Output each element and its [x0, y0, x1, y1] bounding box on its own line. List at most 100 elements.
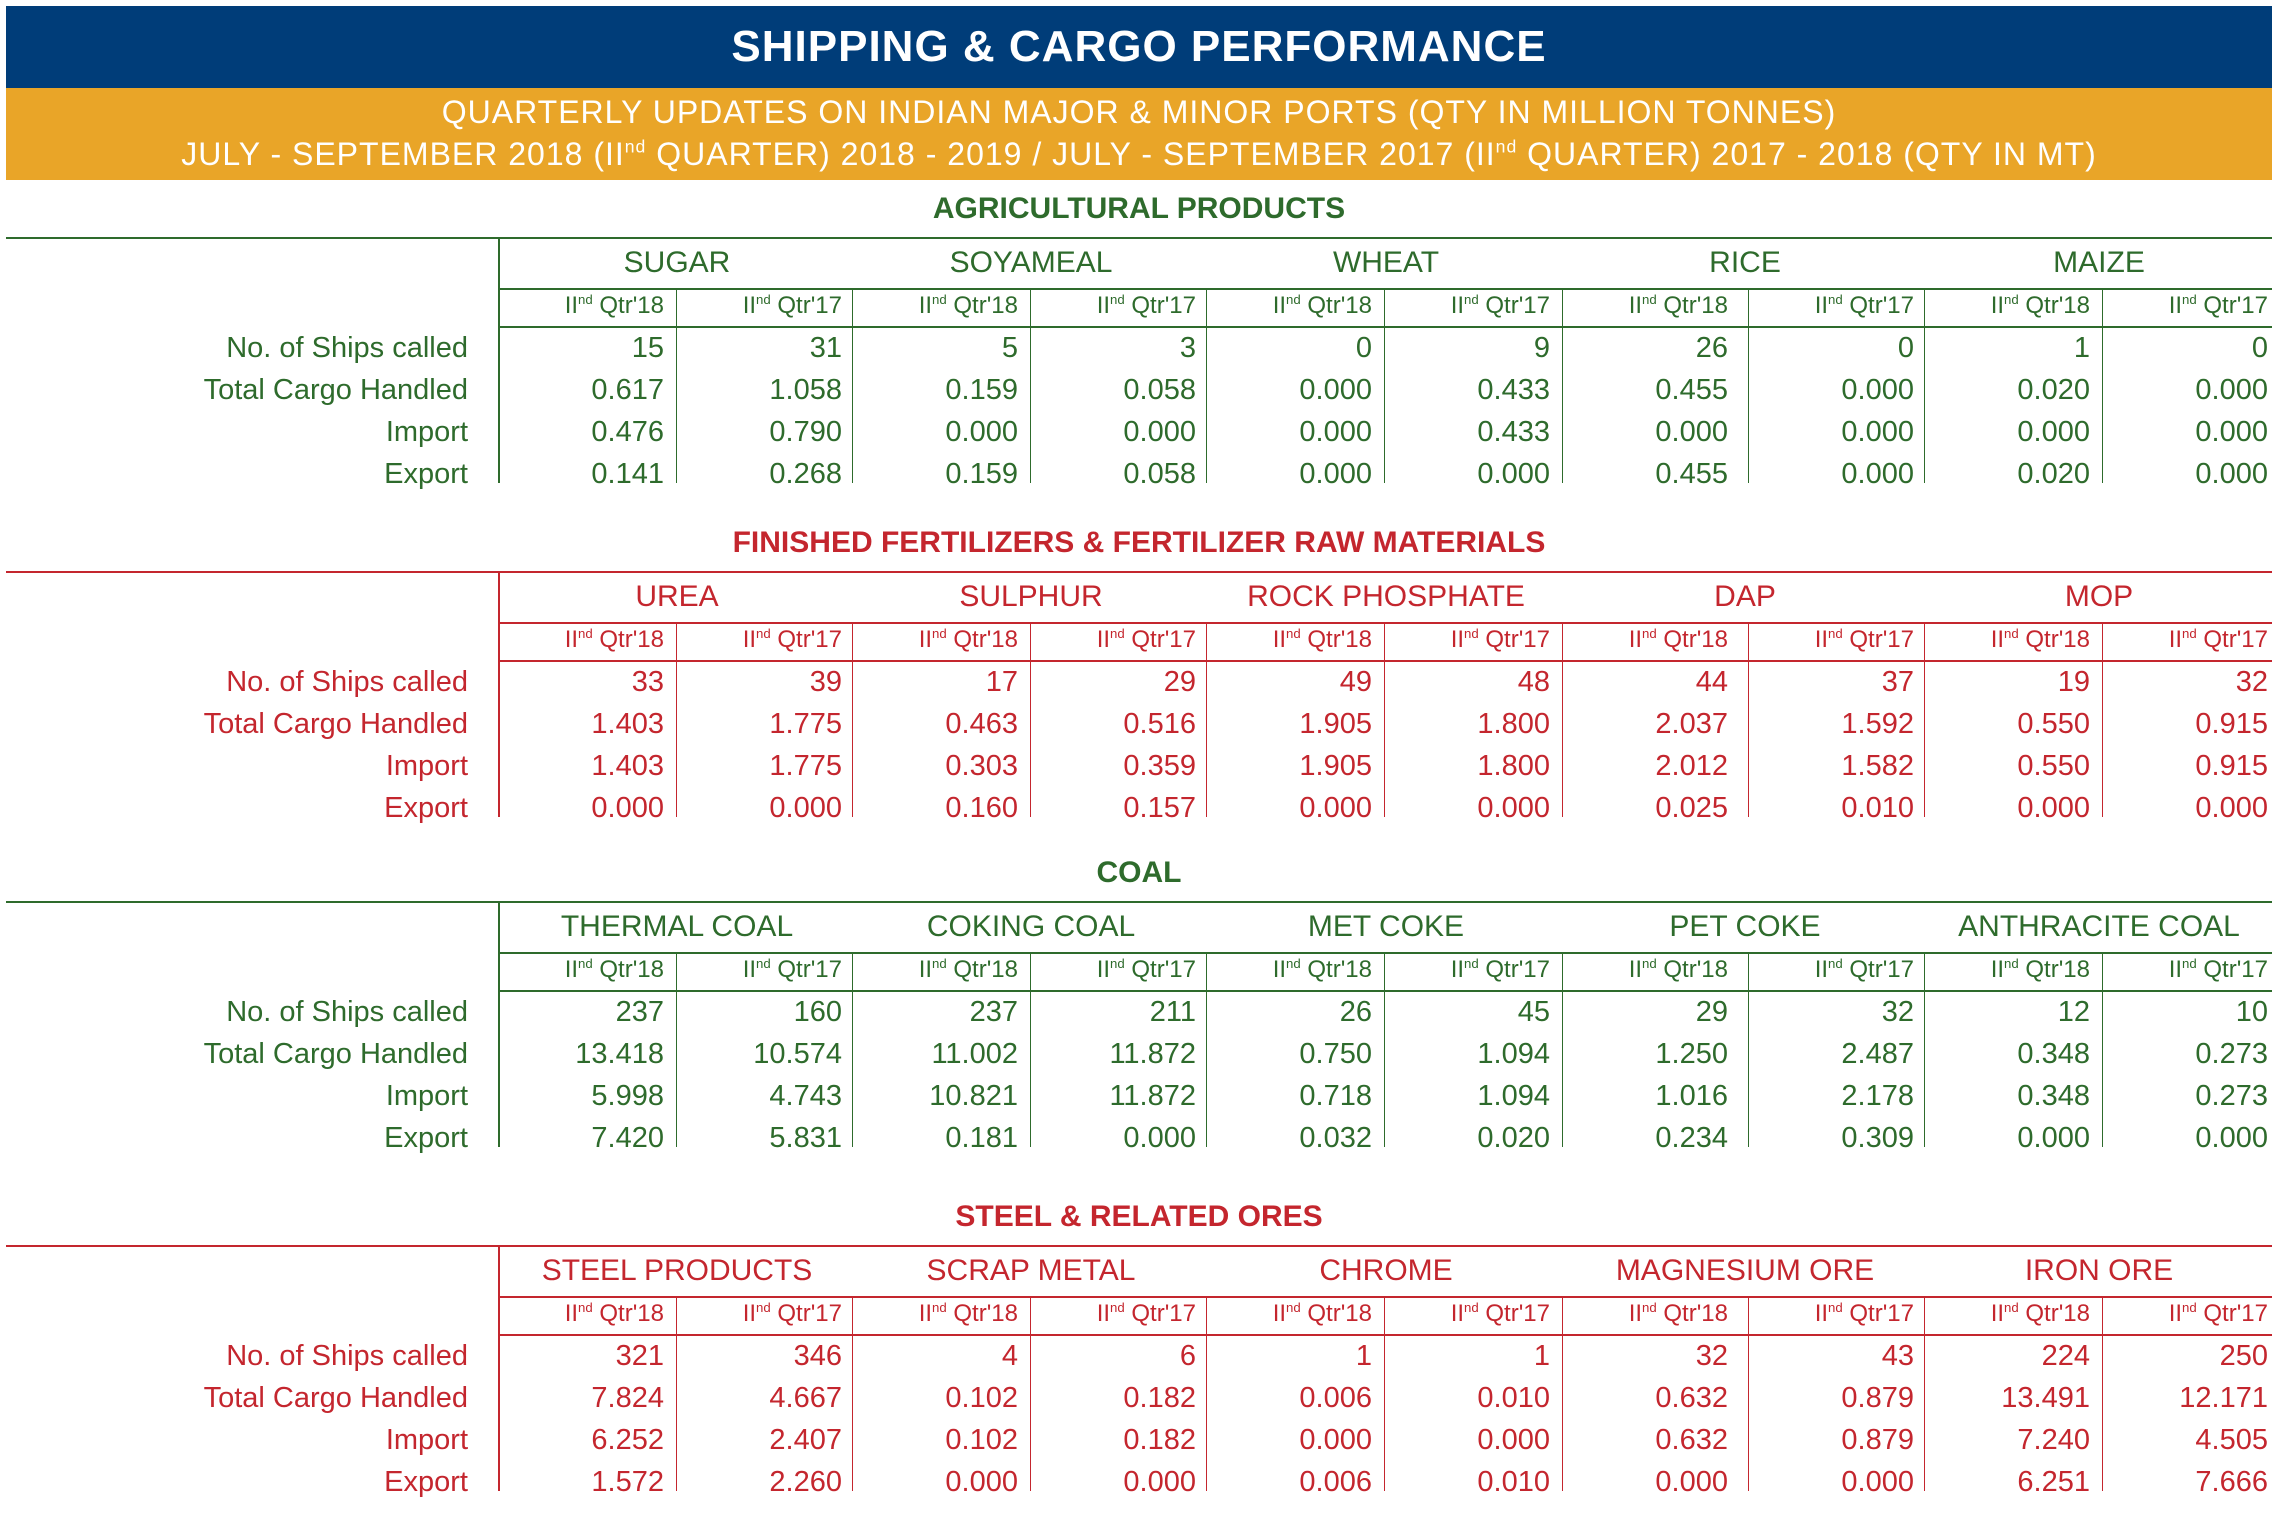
quarter-label: IInd Qtr'17 [2104, 626, 2268, 654]
category-header: SULPHUR [959, 580, 1103, 613]
quarter-sup: nd [2004, 1299, 2019, 1315]
quarter-sup: nd [578, 955, 593, 971]
quarter-label: IInd Qtr'17 [678, 956, 842, 984]
table-cell: 0.516 [1123, 708, 1196, 740]
row-label: No. of Ships called [226, 1340, 468, 1372]
table-cell: 37 [1881, 666, 1914, 698]
quarter-prefix: II [2168, 292, 2183, 319]
table-cell: 0.000 [1123, 416, 1196, 448]
section-3: STEEL & RELATED ORES STEEL PRODUCTS SCRAP … [6, 1200, 2272, 1520]
table-cell: 4 [1001, 1340, 1018, 1372]
quarter-label: IInd Qtr'17 [1032, 292, 1196, 320]
category-header: ROCK PHOSPHATE [1247, 580, 1525, 613]
table-cell: 0.000 [945, 1466, 1018, 1498]
quarter-prefix: II [1450, 292, 1465, 319]
quarter-sup: nd [1642, 291, 1657, 307]
row-label: Export [384, 1466, 468, 1498]
table-left-border [498, 1245, 500, 1491]
table-cell: 11.872 [1109, 1080, 1196, 1112]
column-separator [2102, 290, 2103, 483]
table-cell: 0.000 [1123, 1466, 1196, 1498]
table-cell: 2.487 [1841, 1038, 1914, 1070]
table-cell: 0.348 [2017, 1038, 2090, 1070]
quarter-prefix: II [742, 1300, 757, 1327]
quarter-sup: nd [1110, 625, 1125, 641]
quarter-label: IInd Qtr'18 [1926, 626, 2090, 654]
table-cell: 346 [793, 1340, 842, 1372]
table-cell: 0.000 [1299, 416, 1372, 448]
quarter-sup: nd [1286, 625, 1301, 641]
quarter-prefix: II [742, 956, 757, 983]
column-separator [1030, 290, 1031, 483]
quarter-sup: nd [1828, 955, 1843, 971]
section-0: AGRICULTURAL PRODUCTS SUGAR SOYAMEAL WHEAT R… [6, 192, 2272, 512]
table-cell: 0.455 [1655, 374, 1728, 406]
quarter-prefix: II [1272, 1300, 1287, 1327]
table-cell: 19 [2057, 666, 2090, 698]
quarter-label: IInd Qtr'17 [1386, 1300, 1550, 1328]
quarter-prefix: II [1814, 1300, 1829, 1327]
row-label: Total Cargo Handled [203, 708, 468, 740]
quarter-label: IInd Qtr'18 [500, 1300, 664, 1328]
table-cell: 0.433 [1477, 416, 1550, 448]
column-separator [1206, 954, 1207, 1147]
quarter-label: IInd Qtr'18 [854, 1300, 1018, 1328]
quarter-label: IInd Qtr'17 [1750, 1300, 1914, 1328]
table-cell: 6.252 [591, 1424, 664, 1456]
category-header: MOP [2064, 580, 2134, 613]
quarter-suffix: Qtr'18 [2018, 1300, 2090, 1327]
quarter-prefix: II [1990, 956, 2005, 983]
section-rule [6, 1245, 2272, 1247]
quarter-suffix: Qtr'17 [1478, 626, 1550, 653]
table-cell: 5.831 [769, 1122, 842, 1154]
quarter-label: IInd Qtr'17 [1386, 956, 1550, 984]
quarter-sup: nd [756, 625, 771, 641]
quarter-prefix: II [918, 626, 933, 653]
table-cell: 44 [1695, 666, 1728, 698]
quarter-suffix: Qtr'17 [2196, 956, 2268, 983]
table-cell: 0.359 [1123, 750, 1196, 782]
quarter-sup: nd [1110, 1299, 1125, 1315]
category-rule [498, 622, 2272, 624]
table-cell: 0.433 [1477, 374, 1550, 406]
table-cell: 0.000 [2195, 374, 2268, 406]
table-cell: 1 [1533, 1340, 1550, 1372]
column-separator [1924, 624, 1925, 817]
table-cell: 4.667 [769, 1382, 842, 1414]
table-cell: 1.775 [769, 708, 842, 740]
table-cell: 0.010 [1841, 792, 1914, 824]
column-separator [1206, 624, 1207, 817]
quarter-label: IInd Qtr'17 [678, 292, 842, 320]
table-cell: 0.160 [945, 792, 1018, 824]
quarter-sup: nd [2182, 291, 2197, 307]
quarter-rule [498, 1334, 2272, 1336]
table-cell: 0.455 [1655, 458, 1728, 490]
table-cell: 0.000 [1299, 374, 1372, 406]
section-title: STEEL & RELATED ORES [955, 1200, 1323, 1233]
quarter-prefix: II [1628, 1300, 1643, 1327]
row-label: Export [384, 1122, 468, 1154]
table-cell: 224 [2041, 1340, 2090, 1372]
table-cell: 0.181 [945, 1122, 1018, 1154]
quarter-sup: nd [756, 955, 771, 971]
column-separator [2102, 1298, 2103, 1491]
table-left-border [498, 901, 500, 1147]
table-cell: 0.000 [1299, 1424, 1372, 1456]
table-cell: 0.000 [1477, 458, 1550, 490]
quarter-sup: nd [578, 625, 593, 641]
quarter-label: IInd Qtr'18 [1926, 292, 2090, 320]
quarter-suffix: Qtr'18 [1300, 1300, 1372, 1327]
table-cell: 13.491 [2001, 1382, 2090, 1414]
quarter-sup: nd [2182, 1299, 2197, 1315]
quarter-sup: nd [932, 1299, 947, 1315]
table-cell: 6 [1179, 1340, 1196, 1372]
column-separator [1748, 290, 1749, 483]
row-label: Import [385, 416, 468, 448]
quarter-label: IInd Qtr'17 [1032, 1300, 1196, 1328]
quarter-suffix: Qtr'18 [946, 1300, 1018, 1327]
table-cell: 7.240 [2017, 1424, 2090, 1456]
table-cell: 1.403 [591, 708, 664, 740]
column-separator [676, 1298, 677, 1491]
table-cell: 4.505 [2195, 1424, 2268, 1456]
section-title: AGRICULTURAL PRODUCTS [932, 192, 1346, 225]
